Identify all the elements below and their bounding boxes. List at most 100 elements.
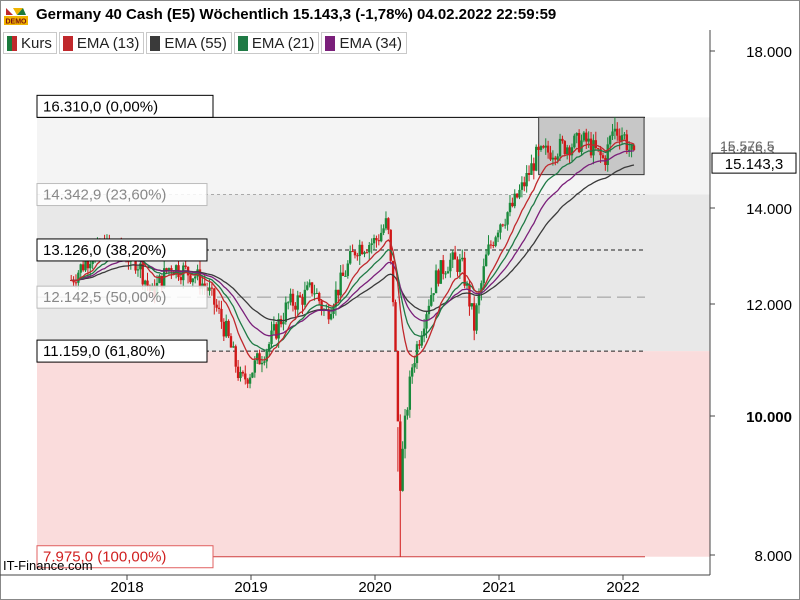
candle-body-40 [165,268,168,272]
candle-body-156 [442,260,445,274]
candle-body-9 [91,261,94,265]
candle-body-213 [577,133,581,152]
candle-body-159 [449,259,452,272]
candle-body-84 [270,330,273,345]
candle-body-89 [282,321,285,325]
fib-label-box-4 [36,339,208,363]
candle-body-167 [468,283,471,307]
candle-body-166 [465,283,469,286]
legend-item-ema34[interactable]: EMA (34) [321,32,407,54]
candle-body-181 [501,224,505,226]
candle-body-1 [72,280,75,283]
candle-body-150 [427,305,431,315]
candle-body-27 [134,253,137,271]
candle-body-201 [549,152,552,160]
candle-body-180 [499,224,502,233]
legend-item-ema55[interactable]: EMA (55) [146,32,232,54]
y-tick-label-3: 14.000 [746,201,792,218]
legend-item-ema21[interactable]: EMA (21) [233,32,320,54]
x-tick-label-1: 2019 [234,579,267,596]
candle-body-130 [380,232,383,242]
candle-body-77 [253,360,257,373]
candle-body-153 [434,270,438,294]
candle-body-160 [451,252,454,260]
candle-body-138 [399,421,402,491]
candle-body-179 [496,232,500,238]
indicator-legend: Kurs EMA (13) EMA (55) EMA (21) EMA (34) [3,32,409,54]
candle-body-165 [463,257,466,286]
fib-zone-2 [37,351,710,557]
legend-item-ema13[interactable]: EMA (13) [58,32,145,54]
candle-body-157 [444,273,447,275]
demo-logo-icon: DEMO [3,5,29,27]
candle-body-212 [575,133,578,136]
candle-body-32 [146,280,149,286]
chart-title: Germany 40 Cash (E5) Wöchentlich 15.143,… [36,6,557,23]
fib-label-box-5 [36,545,214,569]
candle-body-31 [143,280,147,285]
candle-body-162 [456,259,459,272]
candle-body-63 [220,308,223,322]
candle-body-124 [365,252,369,254]
candle-body-83 [267,344,271,351]
candle-body-228 [613,128,617,132]
candle-body-129 [377,240,381,242]
candle-body-61 [215,304,218,308]
candle-body-210 [570,147,574,156]
candle-body-94 [294,305,297,310]
candle-body-52 [194,276,197,279]
candle-body-50 [189,275,192,283]
candle-body-71 [239,371,242,379]
candle-body-168 [470,303,474,307]
fib-label-box-1 [36,183,208,207]
candle-body-97 [301,297,304,305]
legend-item-kurs[interactable]: Kurs [3,32,57,54]
candle-body-3 [77,272,80,283]
candle-body-58 [208,287,211,291]
candle-body-196 [537,146,540,150]
candle-body-108 [327,309,330,320]
candle-body-113 [339,272,342,296]
candle-body-96 [298,295,302,298]
ema21-line [71,142,635,351]
candle-body-101 [310,282,314,294]
candle-body-175 [487,244,490,255]
candle-body-197 [539,146,543,150]
fib-label-box-2 [36,238,208,262]
candle-body-115 [344,275,347,277]
y-tick-label-2: 12.000 [746,297,792,314]
candle-body-173 [482,266,485,284]
candle-body-177 [492,245,495,247]
legend-label: EMA (55) [164,34,227,52]
candle-body-72 [241,371,245,374]
candle-body-146 [418,344,421,346]
candle-body-120 [356,255,359,257]
candle-body-7 [86,260,90,269]
candle-body-74 [246,379,249,384]
candle-body-70 [236,366,240,379]
candle-body-194 [532,163,536,171]
candle-body-90 [284,302,288,322]
candle-body-133 [387,218,390,230]
candle-body-24 [127,261,130,263]
candle-body-112 [337,289,340,296]
candle-body-178 [494,237,497,246]
candle-body-42 [170,268,173,272]
candle-body-186 [513,193,516,207]
candle-body-121 [358,244,361,256]
fib-label-1: 14.342,9 (23,60%) [43,187,166,204]
candle-body-144 [413,363,416,368]
candle-body-203 [554,157,557,160]
candle-body-142 [408,376,412,410]
candle-body-211 [573,135,576,148]
candle-body-189 [520,182,524,190]
candle-body-145 [415,344,419,364]
legend-label: Kurs [21,34,52,52]
candle-body-187 [515,193,519,198]
candle-body-140 [403,415,407,449]
candle-body-188 [518,189,521,198]
candle-body-182 [504,224,507,226]
candle-body-231 [620,135,624,141]
candle-body-164 [461,257,464,260]
